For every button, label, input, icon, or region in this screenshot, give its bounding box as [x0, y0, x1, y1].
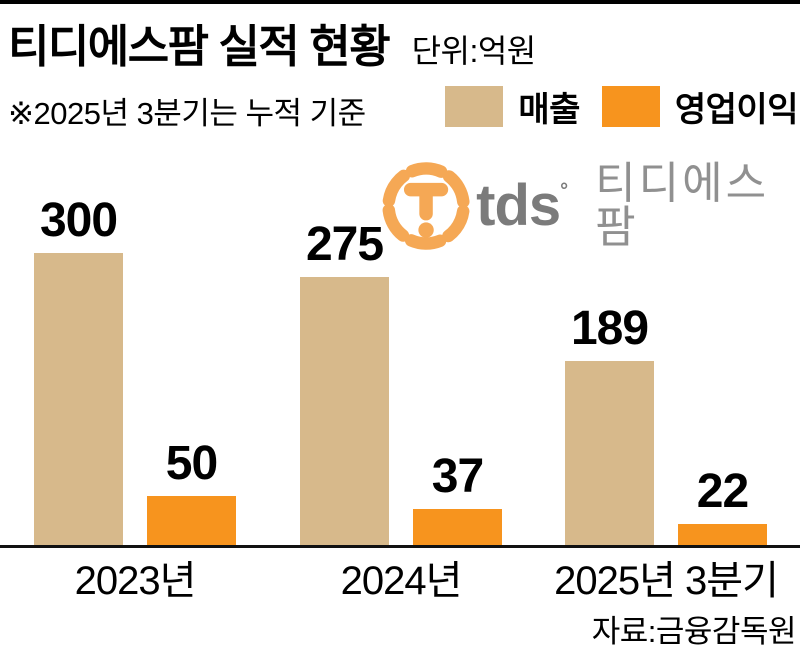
operating-profit-swatch-icon: [601, 86, 660, 127]
bar-operating-profit: [413, 509, 502, 545]
bar-value-label: 50: [165, 437, 218, 490]
registered-mark-icon: °: [560, 180, 568, 202]
header: 티디에스팜 실적 현황 단위:억원: [8, 10, 536, 75]
page-title: 티디에스팜 실적 현황: [8, 21, 391, 72]
legend-item-revenue: 매출: [445, 82, 580, 131]
x-axis-category-label: 2025년 3분기: [554, 559, 779, 603]
bar-revenue: [34, 253, 123, 545]
unit-label: 단위:억원: [411, 33, 537, 69]
company-logo: tds° 티디에스팜: [378, 155, 800, 257]
bar-value-label: 37: [431, 450, 484, 503]
bar-revenue: [300, 277, 389, 545]
top-divider-rule: [0, 0, 800, 4]
bar-operating-profit: [678, 524, 767, 545]
bar-operating-profit: [147, 496, 236, 545]
x-axis-category-label: 2023년: [74, 559, 197, 603]
bar-value-label: 22: [696, 465, 749, 518]
bar-value-label: 300: [39, 194, 118, 247]
tds-emblem-icon: [382, 162, 470, 250]
chart-legend: 매출 영업이익: [445, 82, 799, 131]
bar-revenue: [565, 361, 654, 545]
x-axis-baseline: [0, 545, 800, 548]
revenue-swatch-icon: [445, 86, 504, 127]
source-credit: 자료:금융감독원: [591, 614, 797, 649]
legend-label-operating-profit: 영업이익: [674, 91, 799, 129]
legend-item-operating-profit: 영업이익: [601, 82, 799, 131]
bar-value-label: 189: [570, 302, 649, 355]
footnote-basis: ※2025년 3분기는 누적 기준: [8, 96, 366, 131]
logo-company-name: 티디에스팜: [595, 159, 770, 252]
logo-wordmark: tds°: [476, 173, 568, 238]
bar-value-label: 275: [305, 218, 384, 271]
x-axis-category-label: 2024년: [340, 559, 463, 603]
legend-label-revenue: 매출: [518, 91, 580, 129]
